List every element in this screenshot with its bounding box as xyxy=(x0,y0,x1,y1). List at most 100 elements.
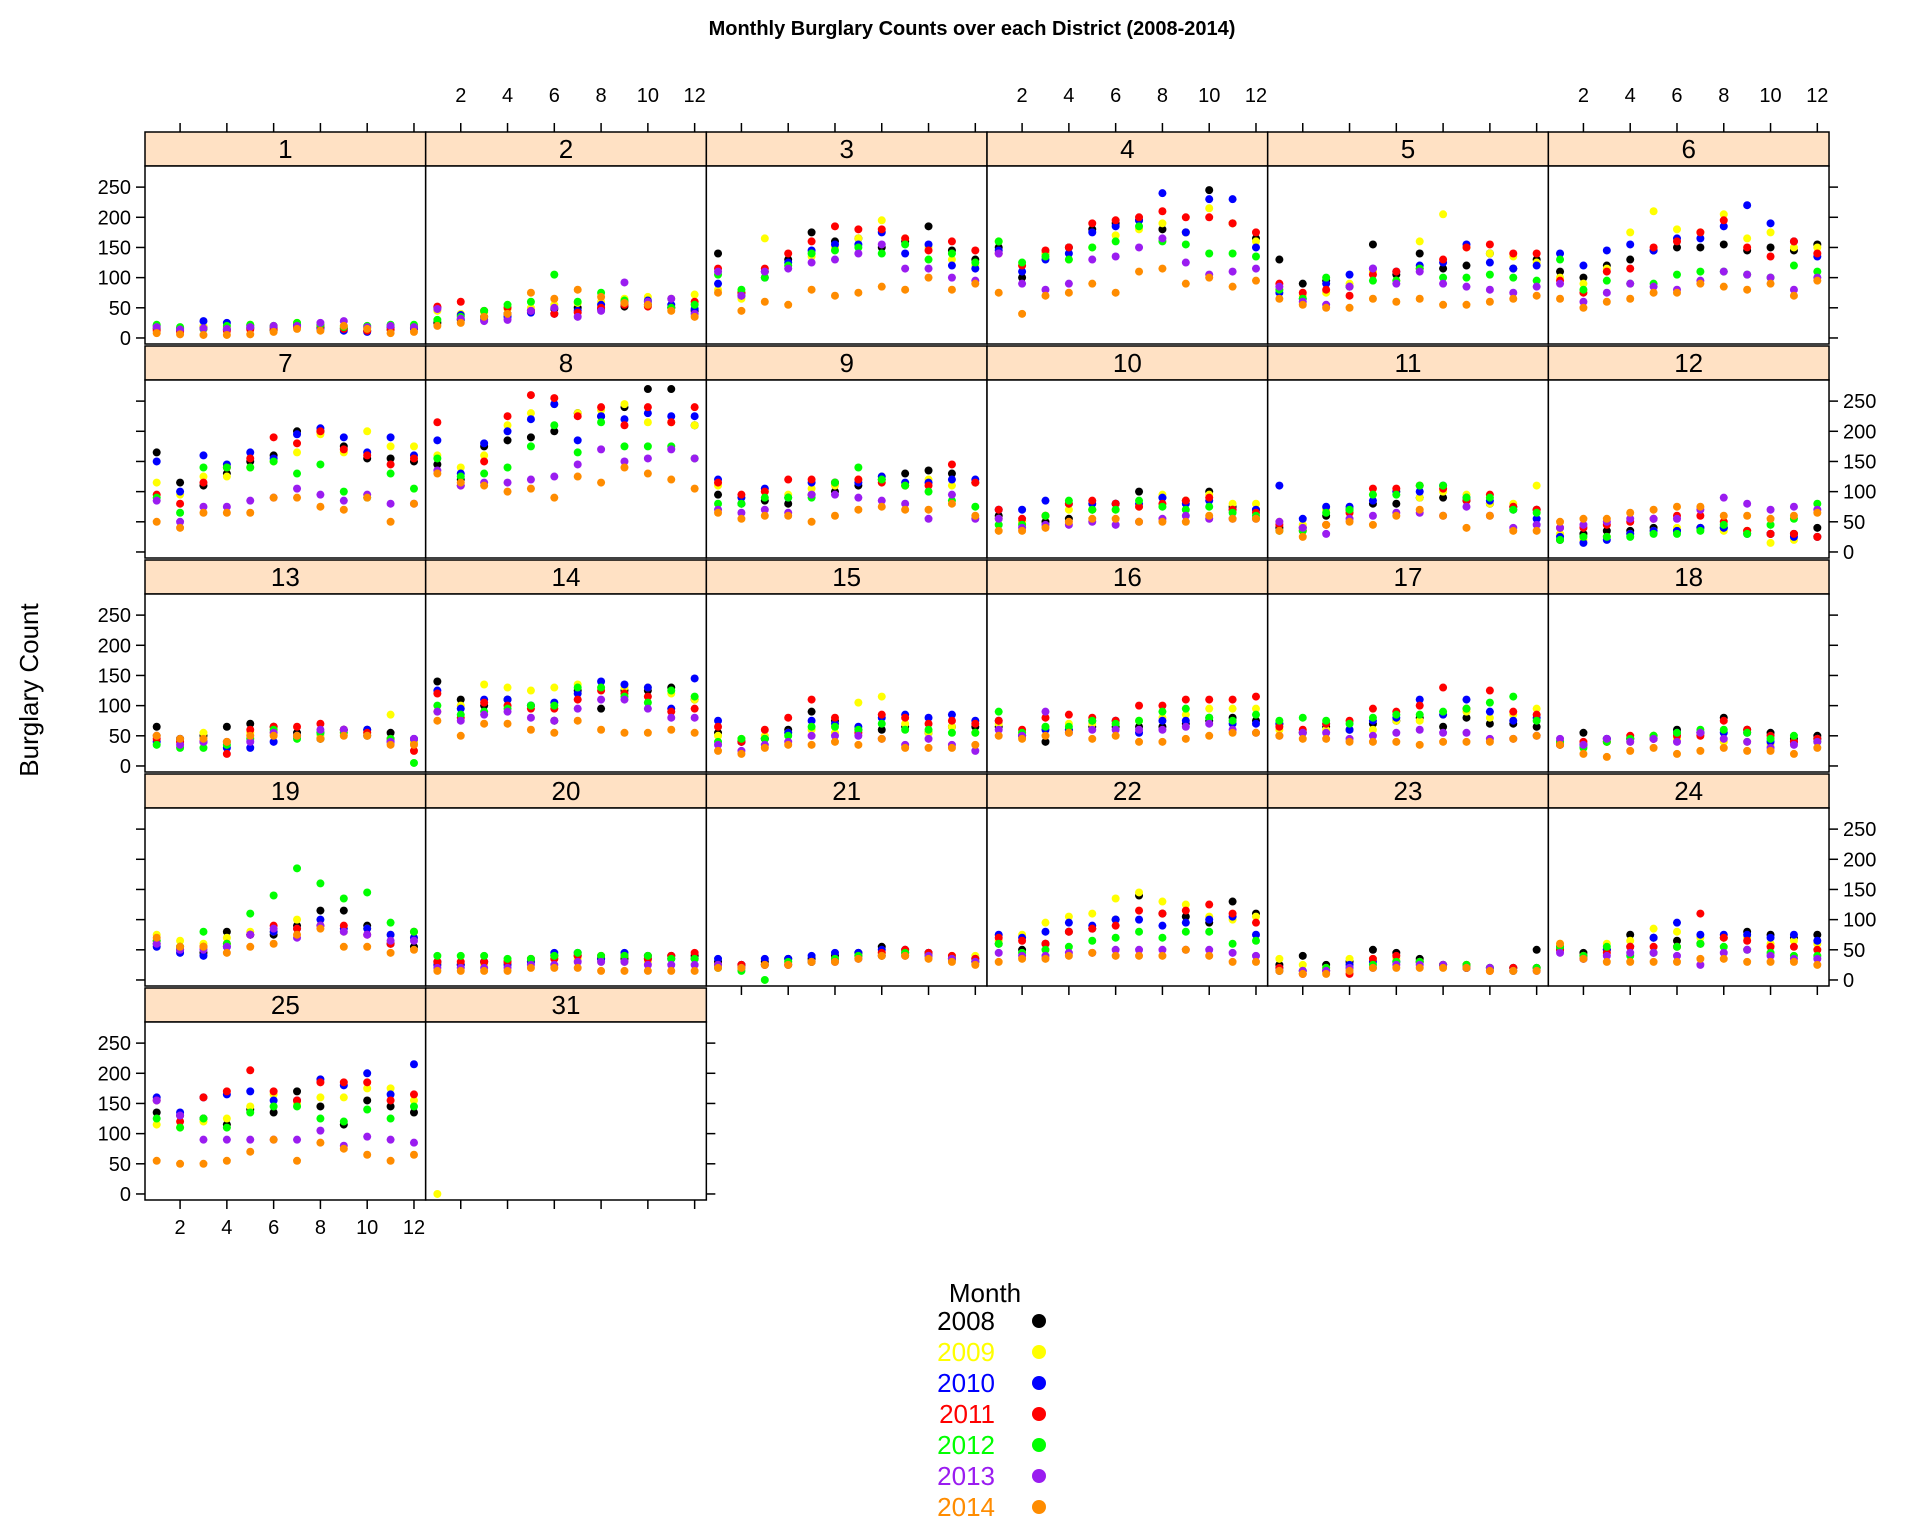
strip-label-4: 4 xyxy=(1120,134,1134,164)
point-d24-2011-m9 xyxy=(1743,936,1752,945)
point-d14-2012-m1 xyxy=(433,701,442,710)
point-d23-2014-m2 xyxy=(1298,969,1307,978)
point-d14-2012-m2 xyxy=(456,710,465,719)
point-d14-2013-m4 xyxy=(503,707,512,716)
point-d1-2014-m4 xyxy=(222,330,231,339)
point-d16-2012-m9 xyxy=(1181,704,1190,713)
point-d12-2012-m4 xyxy=(1626,532,1635,541)
point-d10-2011-m5 xyxy=(1088,496,1097,505)
point-d2-2013-m4 xyxy=(503,315,512,324)
point-d12-2011-m11 xyxy=(1789,529,1798,538)
point-d12-2014-m11 xyxy=(1789,511,1798,520)
point-d16-2010-m9 xyxy=(1181,716,1190,725)
point-d5-2012-m12 xyxy=(1532,276,1541,285)
point-d7-2010-m2 xyxy=(176,487,185,496)
point-d20-2014-m11 xyxy=(667,966,676,975)
point-d9-2008-m10 xyxy=(924,466,933,475)
point-d20-2014-m7 xyxy=(573,963,582,972)
point-d3-2010-m11 xyxy=(947,261,956,270)
point-d24-2013-m4 xyxy=(1626,948,1635,957)
point-d17-2014-m1 xyxy=(1275,731,1284,740)
point-d20-2012-m8 xyxy=(597,951,606,960)
point-d11-2008-m6 xyxy=(1392,499,1401,508)
point-d6-2008-m7 xyxy=(1696,243,1705,252)
strip-17 xyxy=(1266,559,1550,595)
point-d10-2011-m1 xyxy=(994,505,1003,514)
point-d9-2012-m1 xyxy=(714,499,723,508)
point-d7-2011-m12 xyxy=(409,454,418,463)
point-d21-2010-m6 xyxy=(830,948,839,957)
point-d15-2010-m1 xyxy=(714,716,723,725)
point-d16-2009-m11 xyxy=(1228,704,1237,713)
panel-box-25 xyxy=(144,1021,427,1201)
point-d4-2013-m8 xyxy=(1158,234,1167,243)
point-d3-2014-m12 xyxy=(971,279,980,288)
point-d2-2013-m5 xyxy=(526,306,535,315)
point-d15-2011-m5 xyxy=(807,695,816,704)
panel-8: 8 xyxy=(424,345,708,559)
point-d7-2013-m9 xyxy=(339,496,348,505)
point-d16-2011-m8 xyxy=(1158,701,1167,710)
point-d12-2008-m12 xyxy=(1813,523,1822,532)
legend-marker-2010 xyxy=(1032,1376,1046,1390)
point-d9-2012-m8 xyxy=(877,475,886,484)
point-d8-2010-m7 xyxy=(573,436,582,445)
point-d25-2012-m10 xyxy=(363,1105,372,1114)
point-d4-2009-m6 xyxy=(1111,231,1120,240)
point-d21-2014-m8 xyxy=(877,951,886,960)
point-d23-2011-m5 xyxy=(1368,954,1377,963)
point-d22-2009-m8 xyxy=(1158,897,1167,906)
point-d25-2011-m11 xyxy=(386,1096,395,1105)
point-d13-2014-m2 xyxy=(176,734,185,743)
point-d16-2013-m6 xyxy=(1111,725,1120,734)
point-d3-2014-m7 xyxy=(854,288,863,297)
point-d18-2012-m10 xyxy=(1766,734,1775,743)
x-tick-label-top-4-8: 8 xyxy=(1157,85,1168,107)
point-d18-2012-m8 xyxy=(1719,725,1728,734)
point-d9-2013-m10 xyxy=(924,514,933,523)
point-d7-2013-m11 xyxy=(386,499,395,508)
point-d23-2009-m1 xyxy=(1275,954,1284,963)
point-d23-2008-m12 xyxy=(1532,945,1541,954)
point-d19-2009-m4 xyxy=(222,933,231,942)
point-d24-2010-m10 xyxy=(1766,933,1775,942)
point-d11-2013-m2 xyxy=(1298,523,1307,532)
point-d3-2012-m3 xyxy=(760,273,769,282)
point-d15-2013-m5 xyxy=(807,731,816,740)
point-d11-2014-m7 xyxy=(1415,505,1424,514)
point-d13-2011-m5 xyxy=(246,725,255,734)
point-d20-2012-m9 xyxy=(620,951,629,960)
y-tick-label-left-13-50: 50 xyxy=(109,726,131,748)
point-d15-2012-m7 xyxy=(854,725,863,734)
point-d8-2010-m4 xyxy=(503,427,512,436)
point-d22-2014-m4 xyxy=(1064,951,1073,960)
point-d22-2008-m9 xyxy=(1181,912,1190,921)
point-d18-2014-m6 xyxy=(1672,749,1681,758)
point-d10-2011-m2 xyxy=(1018,514,1027,523)
point-d15-2008-m8 xyxy=(877,725,886,734)
y-tick-label-right-24-250: 250 xyxy=(1843,819,1876,841)
point-d19-2014-m5 xyxy=(246,942,255,951)
point-d6-2013-m1 xyxy=(1556,279,1565,288)
point-d4-2011-m11 xyxy=(1228,219,1237,228)
point-d4-2014-m1 xyxy=(994,288,1003,297)
point-d2-2013-m7 xyxy=(573,312,582,321)
point-d2-2014-m1 xyxy=(433,321,442,330)
panel-12: 12 0 50 100 150 200 250 xyxy=(1547,345,1876,564)
point-d8-2010-m1 xyxy=(433,436,442,445)
point-d1-2014-m7 xyxy=(293,324,302,333)
point-d17-2008-m9 xyxy=(1462,713,1471,722)
point-d8-2008-m5 xyxy=(526,433,535,442)
point-d22-2012-m6 xyxy=(1111,933,1120,942)
point-d21-2014-m10 xyxy=(924,954,933,963)
point-d11-2011-m5 xyxy=(1368,484,1377,493)
point-d12-2013-m11 xyxy=(1789,502,1798,511)
point-d2-2014-m10 xyxy=(643,300,652,309)
y-tick-label-right-24-0: 0 xyxy=(1843,970,1854,992)
point-d16-2011-m10 xyxy=(1205,695,1214,704)
point-d17-2013-m7 xyxy=(1415,725,1424,734)
x-tick-label-bottom-25-2: 2 xyxy=(175,1217,186,1239)
strip-4 xyxy=(986,131,1269,167)
